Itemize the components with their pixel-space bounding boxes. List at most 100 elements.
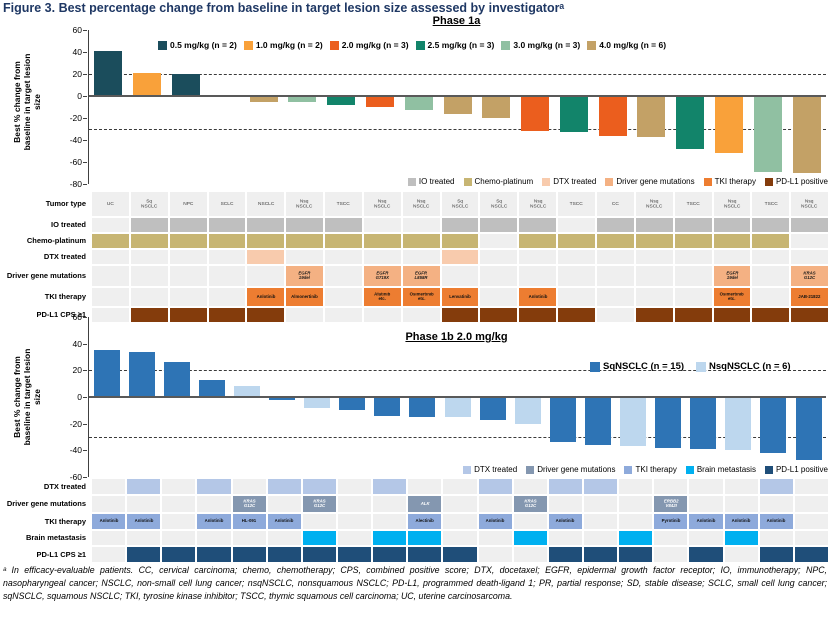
table-cell: [713, 218, 751, 232]
table-cell: [443, 531, 477, 545]
y-tick-mark: [83, 30, 87, 31]
legend-swatch: [587, 40, 597, 50]
table-row-dtx-treated: DTX treated: [0, 479, 829, 494]
y-tick-mark: [83, 118, 87, 119]
cell-label: EGFR 19del: [725, 271, 738, 281]
table-cell: [127, 531, 161, 545]
table-cell: [583, 496, 618, 512]
footnote: ᵃ In efficacy-evaluable patients. CC, ce…: [3, 565, 827, 602]
table-cell: CC: [596, 192, 634, 216]
table-cell: Sq NSCLC: [441, 192, 479, 216]
table-cell: EGFR 19del: [713, 266, 751, 286]
table-cell: NSCLC: [247, 192, 285, 216]
table-cell: Nsq NSCLC: [713, 192, 751, 216]
table-cell: UC: [92, 192, 129, 216]
table-cell: [232, 479, 266, 494]
table-cell: [92, 234, 129, 248]
cell-label: KRAS G12C: [313, 499, 326, 509]
phase1b-bar-7: [304, 398, 331, 408]
legend-item: NsqNSCLC (n = 6): [696, 361, 791, 372]
table-row-tki-therapy: TKI therapy Anlotinib Almonertinib Afatinib…: [0, 288, 829, 306]
legend-label: PD-L1 positive: [775, 177, 828, 186]
table-cell: Anlotinib: [478, 514, 512, 529]
phase1b-bar-9: [374, 398, 401, 416]
table-cell: [208, 250, 246, 264]
table-row-tki-therapy: TKI therapy Anlotinib Anlotinib Anlotinib HL…: [0, 514, 829, 529]
table-cell: Anlotinib: [247, 288, 285, 306]
table-cell: [325, 266, 362, 286]
table-cell: Anlotinib: [92, 514, 126, 529]
phase1b-bar-5: [233, 386, 260, 397]
table-cell: [635, 218, 673, 232]
legend-label: SqNSCLC (n = 15): [603, 361, 685, 372]
table-cell: [513, 547, 547, 562]
y-tick-label: 40: [72, 338, 82, 349]
table-cell: [443, 514, 477, 529]
phase1a-bar-5: [249, 97, 278, 102]
cell-label: NSCLC: [257, 201, 274, 207]
cell-label: TSCC: [570, 201, 584, 207]
row-label: TKI therapy: [44, 292, 86, 302]
row-label: Driver gene mutations: [6, 499, 86, 509]
table-cell: [619, 514, 653, 529]
cell-label: Anlotinib: [485, 519, 505, 524]
table-cell: [480, 218, 518, 232]
row-label: Tumor type: [45, 199, 86, 209]
phase1b-bar-3: [163, 362, 190, 397]
phase1a-bar-2: [133, 72, 162, 96]
legend-label: Driver gene mutations: [616, 177, 695, 186]
phase1a-y-axis-label: Best % change from baseline in target le…: [12, 53, 42, 151]
table-cell: [130, 218, 168, 232]
table-cell: [480, 308, 518, 322]
table-cell: [325, 250, 362, 264]
legend-swatch: [685, 465, 694, 474]
table-cell: KRAS G12C: [513, 496, 547, 512]
y-tick-mark: [83, 477, 87, 478]
table-cell: Anlotinib: [689, 514, 723, 529]
table-cell: Osimertinib etc.: [402, 288, 440, 306]
table-cell: KRAS G12C: [232, 496, 266, 512]
table-cell: [596, 250, 634, 264]
legend-swatch: [243, 40, 253, 50]
y-tick-label: -20: [69, 113, 82, 123]
legend-item: 3.0 mg/kg (n = 3): [501, 40, 580, 50]
table-cell: EGFR G719X: [363, 266, 401, 286]
table-cell: [197, 531, 231, 545]
table-cell: [267, 547, 301, 562]
legend-item: TKI therapy: [703, 177, 756, 186]
cell-label: Anlotinib: [556, 519, 575, 524]
table-cell: [302, 479, 336, 494]
legend-swatch: [764, 177, 773, 186]
legend-item: PD-L1 positive: [764, 177, 828, 186]
table-cell: [689, 547, 723, 562]
table-cell: [130, 234, 168, 248]
phase1b-table: DTX treated Driver gene mutations KRAS G12…: [0, 479, 829, 564]
y-tick-label: -40: [69, 445, 82, 456]
table-cell: [232, 531, 266, 545]
table-cell: [247, 218, 285, 232]
table-cell: [286, 250, 324, 264]
legend-swatch: [624, 465, 633, 474]
y-tick-label: -40: [69, 135, 82, 145]
table-cell: [548, 496, 582, 512]
table-cell: [325, 308, 362, 322]
table-cell: [402, 250, 440, 264]
table-cell: [478, 531, 512, 545]
cell-label: TSCC: [686, 201, 700, 207]
legend-item: Chemo-platinum: [463, 177, 533, 186]
table-cell: [674, 250, 712, 264]
table-cell: [169, 250, 207, 264]
table-row-pd-l1-cps-1: PD-L1 CPS ≥1: [0, 547, 829, 562]
cell-label: Anlotinib: [274, 519, 294, 524]
legend-swatch: [590, 361, 600, 372]
table-cell: [583, 514, 618, 529]
y-tick-mark: [83, 162, 87, 163]
table-cell: [92, 218, 129, 232]
table-cell: KRAS G12C: [302, 496, 336, 512]
legend-swatch: [407, 177, 416, 186]
table-cell: Almonertinib: [286, 288, 324, 306]
table-cell: [558, 308, 595, 322]
table-cell: [583, 479, 618, 494]
table-cell: [791, 234, 829, 248]
